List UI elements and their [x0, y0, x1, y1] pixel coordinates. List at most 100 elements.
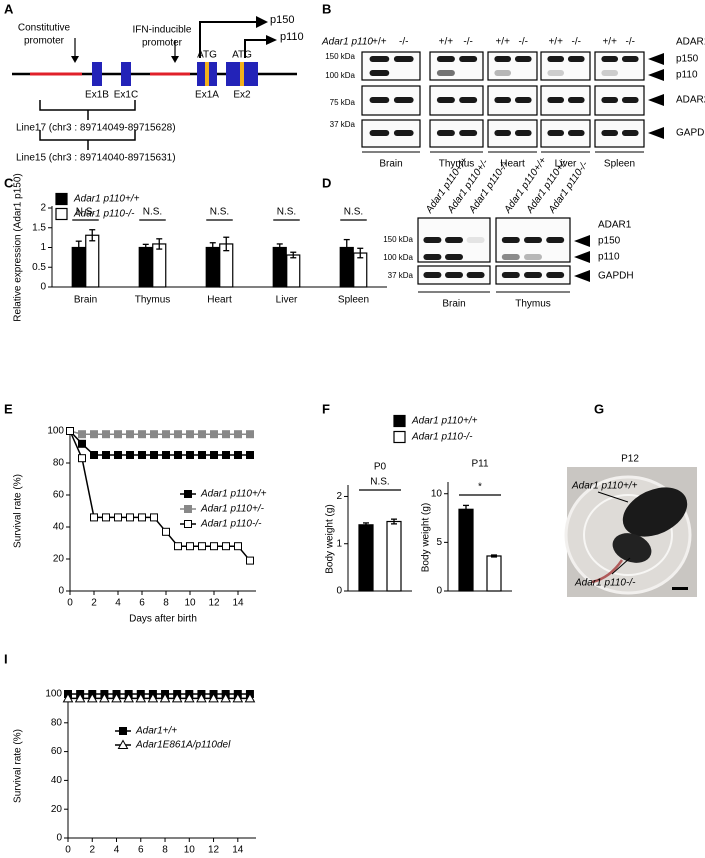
mw-marker: 37 kDa	[388, 271, 414, 280]
y-axis-label: Body weight (g)	[421, 503, 432, 572]
bar	[152, 243, 167, 288]
y-tick-label: 0	[58, 586, 64, 597]
significance-label: N.S.	[143, 207, 162, 218]
series-line	[69, 430, 251, 562]
marker	[126, 430, 134, 439]
tissue-label: Brain	[379, 159, 402, 170]
band	[524, 254, 542, 260]
marker	[114, 513, 122, 522]
band	[567, 97, 585, 103]
x-tick-label: Liver	[276, 295, 298, 306]
arrowhead	[648, 94, 664, 106]
lane-label: +/+	[495, 37, 510, 48]
protein-label: GAPDH	[676, 128, 705, 139]
bar	[272, 246, 287, 288]
y-tick-label: 2	[336, 491, 342, 502]
significance-label: *	[478, 482, 482, 493]
band	[445, 272, 463, 278]
band	[466, 272, 485, 278]
band	[393, 97, 414, 103]
panel-label: I	[4, 651, 8, 666]
x-tick-label: 2	[89, 845, 95, 856]
y-tick-label: 40	[53, 522, 65, 533]
marker	[174, 430, 182, 439]
transgenic-line: Line15 (chr3 : 89714040-89715631)	[16, 153, 176, 164]
panel-label: C	[4, 175, 14, 190]
marker	[138, 513, 146, 522]
band	[546, 237, 565, 243]
legend-label: Adar1 p110+/+	[73, 194, 140, 205]
legend-swatch	[393, 414, 406, 428]
chart-title: P0	[374, 462, 387, 473]
series-line	[69, 430, 250, 435]
band	[494, 56, 512, 62]
band	[601, 56, 619, 62]
exon-label: Ex1C	[114, 90, 138, 101]
exon-label: Ex1B	[85, 90, 109, 101]
marker	[66, 427, 74, 435]
marker	[78, 439, 86, 448]
marker	[220, 692, 232, 703]
arrowhead	[574, 270, 590, 282]
mw-marker: 37 kDa	[330, 120, 356, 129]
marker	[198, 451, 206, 459]
mw-marker: 150 kDa	[383, 235, 413, 244]
band	[546, 272, 565, 278]
y-tick-label: 1	[40, 242, 46, 253]
x-tick-label: 6	[139, 598, 145, 609]
marker	[234, 451, 242, 459]
y-tick-label: 2	[40, 203, 46, 214]
marker	[90, 451, 98, 459]
y-tick-label: 40	[51, 775, 63, 786]
marker	[123, 692, 135, 703]
band	[547, 56, 565, 62]
marker	[246, 451, 254, 459]
bar	[358, 524, 374, 592]
y-axis-label: Body weight (g)	[325, 504, 336, 573]
bar	[386, 520, 402, 592]
marker	[102, 451, 110, 459]
band	[393, 56, 414, 62]
x-tick-label: 2	[91, 598, 97, 609]
legend-label: Adar1E861A/p110del	[135, 740, 231, 751]
marker	[138, 451, 146, 459]
y-tick-label: 60	[53, 490, 65, 501]
band	[369, 56, 390, 62]
marker	[174, 451, 182, 459]
marker	[119, 727, 127, 735]
protein-label: p150	[676, 54, 699, 65]
panel-label: D	[322, 175, 331, 190]
x-tick-label: 0	[65, 845, 71, 856]
mw-marker: 75 kDa	[330, 98, 356, 107]
band	[445, 237, 463, 243]
lane-label: +/+	[372, 37, 387, 48]
legend-label: Adar1 p110-/-	[73, 209, 135, 220]
band	[601, 70, 619, 76]
y-tick-label: 1.5	[32, 222, 46, 233]
bar	[458, 508, 474, 592]
tissue-label: Brain	[442, 299, 465, 310]
legend-label: Adar1 p110+/+	[411, 416, 478, 427]
marker	[171, 692, 183, 703]
x-tick-label: 12	[208, 845, 220, 856]
marker	[126, 451, 134, 459]
marker	[246, 430, 254, 439]
marker	[210, 430, 218, 439]
protein-label: p110	[598, 252, 620, 263]
band	[459, 130, 478, 136]
lane-label: -/-	[463, 37, 472, 48]
x-tick-label: 14	[232, 845, 244, 856]
panel-label: B	[322, 1, 331, 16]
band	[547, 97, 565, 103]
start-codon: ATG	[232, 50, 252, 61]
band	[436, 56, 455, 62]
y-tick-label: 60	[51, 746, 63, 757]
marker	[232, 692, 244, 703]
marker	[196, 692, 207, 703]
marker	[184, 520, 192, 528]
marker	[90, 513, 98, 522]
protein-label: ADAR1	[598, 220, 632, 231]
y-tick-label: 5	[436, 537, 442, 548]
marker	[102, 513, 110, 522]
